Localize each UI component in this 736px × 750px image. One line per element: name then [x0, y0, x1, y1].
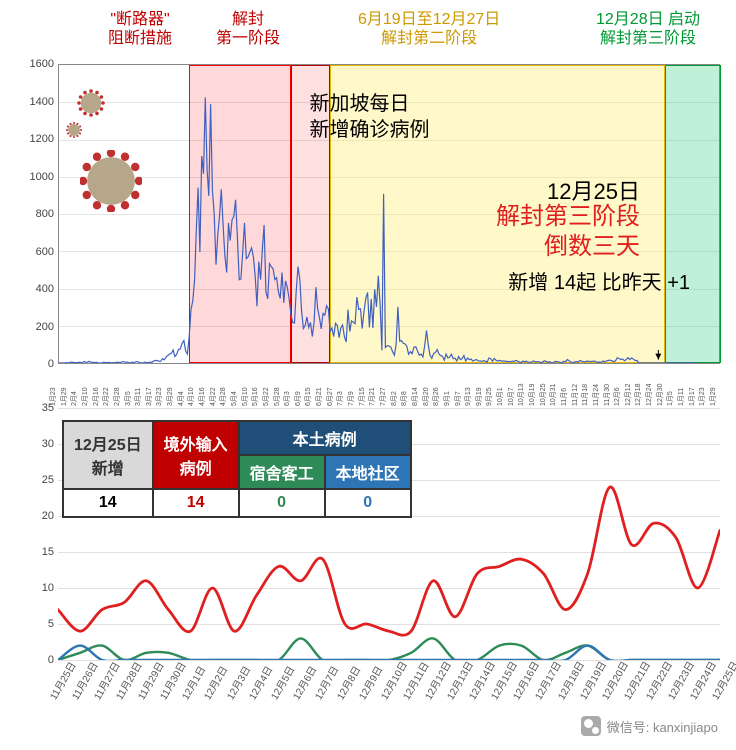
th-date: 12月25日新增 — [63, 421, 153, 489]
callout-red: 解封第三阶段倒数三天 — [496, 202, 640, 262]
td-imported: 14 — [153, 489, 239, 517]
th-local: 本土病例 — [239, 421, 411, 455]
phase-1-label: 解封第一阶段 — [216, 10, 280, 48]
th-dorm: 宿舍客工 — [239, 455, 325, 489]
chart-title: 新加坡每日新增确诊病例 — [310, 91, 430, 143]
phase-3-label: 12月28日 启动解封第三阶段 — [596, 10, 700, 48]
top-yaxis: 02004006008001000120014001600 — [14, 64, 54, 364]
td-total: 14 — [63, 489, 153, 517]
top-chart: 02004006008001000120014001600 1月231月292月… — [58, 64, 720, 404]
phase-2-label: 6月19日至12月27日解封第二阶段 — [358, 10, 500, 48]
top-xaxis: 1月231月292月42月102月162月222月283月53月113月173月… — [58, 364, 720, 404]
wechat-credit: 微信号: kanxinjiapo — [581, 716, 718, 736]
wechat-icon — [581, 716, 601, 736]
footer: 微信号: kanxinjiapo — [8, 710, 728, 740]
phase-cb-label: "断路器"阻断措施 — [108, 10, 172, 48]
callout-black: 新增 14起 比昨天 +1 — [508, 266, 690, 295]
td-dorm: 0 — [239, 489, 325, 517]
bottom-yaxis: 05101520253035 — [20, 408, 54, 660]
virus-icon — [64, 120, 84, 140]
summary-table: 12月25日新增 境外输入病例 本土病例 宿舍客工 本地社区 14 14 0 0 — [62, 420, 412, 518]
virus-icon — [76, 88, 106, 118]
phase-labels: "断路器"阻断措施 解封第一阶段 6月19日至12月27日解封第二阶段 12月2… — [58, 10, 728, 64]
wechat-label: 微信号: kanxinjiapo — [607, 717, 718, 736]
td-comm: 0 — [325, 489, 411, 517]
th-imported: 境外输入病例 — [153, 421, 239, 489]
virus-icon — [80, 150, 142, 212]
th-comm: 本地社区 — [325, 455, 411, 489]
bottom-xaxis: 11月25日11月26日11月27日11月28日11月29日11月30日12月1… — [58, 660, 720, 708]
